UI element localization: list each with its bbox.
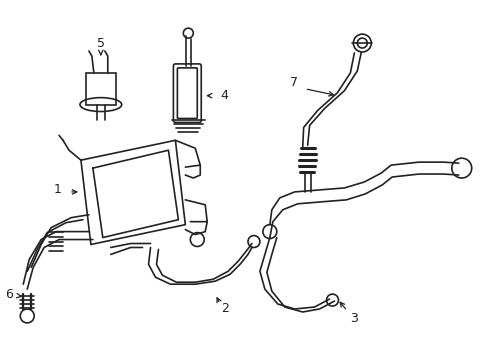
Text: 6: 6 — [5, 288, 13, 301]
Text: 4: 4 — [220, 89, 227, 102]
Text: 1: 1 — [53, 184, 61, 197]
Text: 5: 5 — [97, 37, 104, 50]
Text: 3: 3 — [350, 312, 358, 325]
Text: 7: 7 — [289, 76, 297, 89]
Text: 2: 2 — [221, 302, 228, 315]
